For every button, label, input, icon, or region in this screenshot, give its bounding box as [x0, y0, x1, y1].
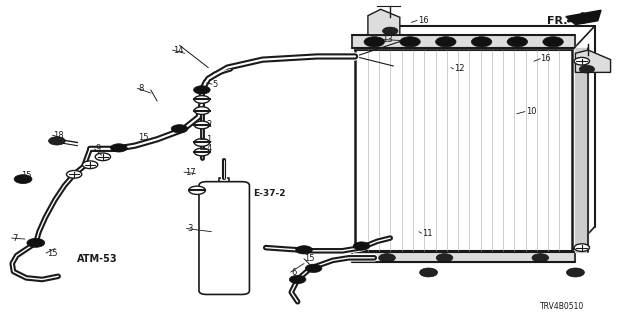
Text: 2: 2	[206, 120, 212, 130]
Text: 15: 15	[21, 172, 31, 180]
Circle shape	[400, 37, 420, 47]
Circle shape	[95, 153, 111, 161]
Circle shape	[532, 254, 548, 262]
Text: 15: 15	[304, 254, 314, 263]
Circle shape	[194, 139, 209, 146]
Text: 4: 4	[206, 144, 212, 153]
Text: 15: 15	[47, 249, 57, 258]
Circle shape	[471, 37, 492, 47]
Circle shape	[383, 27, 398, 35]
Circle shape	[574, 57, 589, 65]
Circle shape	[353, 242, 370, 250]
Text: 12: 12	[454, 64, 465, 73]
Text: 11: 11	[422, 229, 433, 238]
Polygon shape	[566, 10, 601, 25]
Text: 16: 16	[418, 16, 428, 25]
Polygon shape	[575, 50, 611, 72]
Circle shape	[574, 244, 589, 252]
Circle shape	[420, 268, 438, 277]
Text: 14: 14	[173, 45, 184, 55]
Text: 13: 13	[383, 35, 393, 44]
Circle shape	[189, 186, 205, 195]
Circle shape	[83, 161, 98, 169]
Text: 7: 7	[12, 234, 17, 243]
Text: 3: 3	[187, 224, 193, 233]
Text: 8: 8	[138, 84, 143, 93]
Circle shape	[194, 96, 209, 103]
FancyBboxPatch shape	[199, 182, 250, 294]
Text: FR.: FR.	[547, 16, 567, 27]
Circle shape	[111, 144, 127, 152]
Circle shape	[193, 86, 210, 94]
Text: 17: 17	[184, 168, 195, 177]
Circle shape	[379, 254, 396, 262]
Circle shape	[507, 37, 527, 47]
Text: 16: 16	[540, 54, 551, 63]
Text: 18: 18	[53, 131, 64, 140]
Circle shape	[289, 275, 306, 284]
Circle shape	[305, 264, 322, 272]
Circle shape	[67, 171, 82, 178]
Circle shape	[172, 124, 188, 133]
Circle shape	[296, 246, 312, 254]
Text: 6: 6	[291, 268, 296, 277]
Circle shape	[579, 65, 595, 73]
Circle shape	[436, 254, 453, 262]
Text: 5: 5	[212, 80, 218, 89]
Text: E-37-2: E-37-2	[253, 189, 285, 198]
Text: 10: 10	[525, 107, 536, 116]
Circle shape	[194, 107, 209, 115]
Text: 15: 15	[138, 132, 148, 141]
Circle shape	[27, 238, 45, 247]
Circle shape	[194, 121, 209, 129]
Circle shape	[364, 37, 385, 47]
Text: TRV4B0510: TRV4B0510	[540, 302, 584, 311]
Text: 9: 9	[95, 144, 100, 153]
Circle shape	[49, 137, 65, 145]
Circle shape	[194, 148, 209, 156]
Circle shape	[566, 268, 584, 277]
Circle shape	[436, 37, 456, 47]
Text: 1: 1	[206, 135, 212, 144]
Circle shape	[543, 37, 563, 47]
Polygon shape	[368, 9, 400, 35]
Text: ATM-53: ATM-53	[77, 254, 118, 264]
Circle shape	[14, 175, 32, 184]
